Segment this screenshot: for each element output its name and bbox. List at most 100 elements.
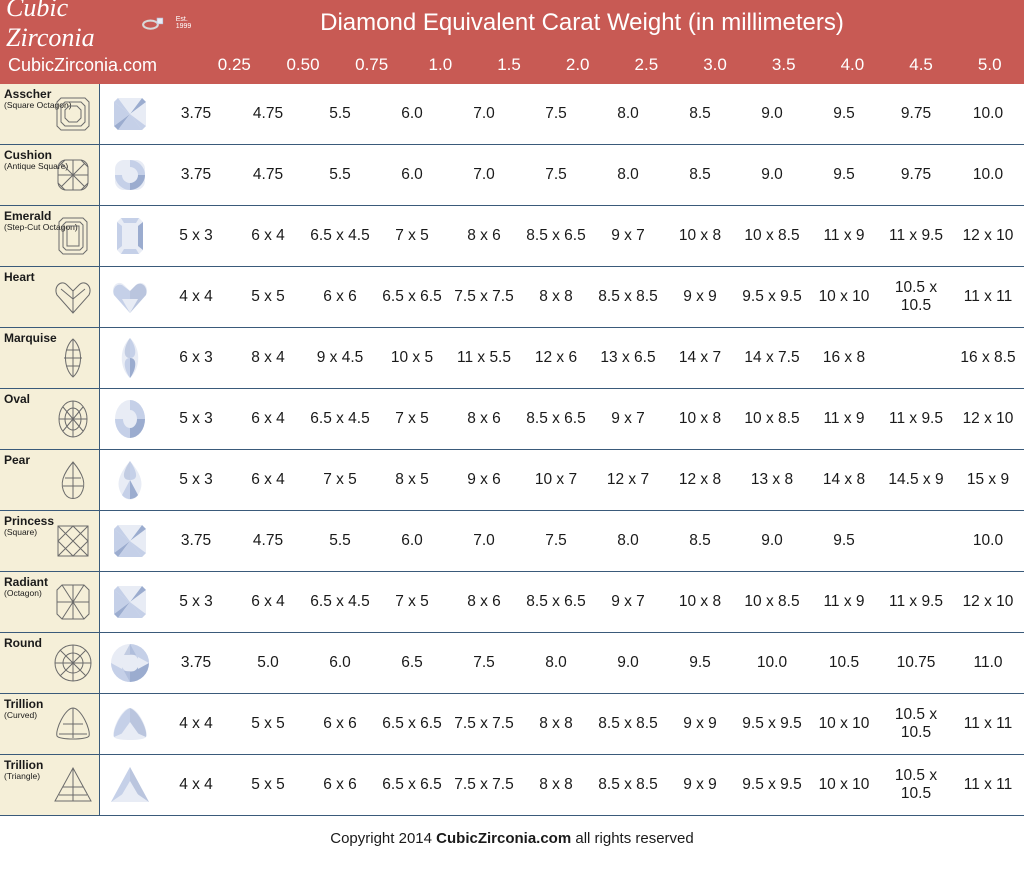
size-value: 9.5 x 9.5 <box>736 755 808 815</box>
size-value: 10.0 <box>736 633 808 693</box>
size-value: 6 x 4 <box>232 450 304 510</box>
data-cells: 3.754.755.56.07.07.58.08.59.09.59.7510.0 <box>160 145 1024 205</box>
gem-icon <box>108 580 152 624</box>
shape-outline-icon <box>51 458 95 502</box>
size-value: 7 x 5 <box>304 450 376 510</box>
shape-label-cell: Round <box>0 633 100 693</box>
size-value: 10 x 10 <box>808 694 880 754</box>
size-value: 12 x 10 <box>952 572 1024 632</box>
size-value: 7.5 x 7.5 <box>448 267 520 327</box>
gem-cell <box>100 572 160 632</box>
size-value: 4.75 <box>232 84 304 144</box>
data-cells: 5 x 36 x 46.5 x 4.57 x 58 x 68.5 x 6.59 … <box>160 572 1024 632</box>
size-value: 11 x 9.5 <box>880 389 952 449</box>
size-value: 9 x 6 <box>448 450 520 510</box>
size-value: 7 x 5 <box>376 206 448 266</box>
size-value: 8.5 x 8.5 <box>592 694 664 754</box>
size-value: 6.0 <box>376 145 448 205</box>
size-value: 10.5 x 10.5 <box>880 755 952 815</box>
gem-cell <box>100 206 160 266</box>
size-value: 8.0 <box>520 633 592 693</box>
gem-cell <box>100 84 160 144</box>
size-value: 10.0 <box>952 145 1024 205</box>
size-value: 6.0 <box>376 84 448 144</box>
size-value: 8 x 6 <box>448 389 520 449</box>
data-cells: 5 x 36 x 46.5 x 4.57 x 58 x 68.5 x 6.59 … <box>160 389 1024 449</box>
size-value: 3.75 <box>160 511 232 571</box>
size-value: 8 x 5 <box>376 450 448 510</box>
table-row: Radiant(Octagon)5 x 36 x 46.5 x 4.57 x 5… <box>0 572 1024 633</box>
size-value: 12 x 10 <box>952 206 1024 266</box>
gem-icon <box>108 214 152 258</box>
size-value: 9 x 7 <box>592 206 664 266</box>
shape-label-cell: Cushion(Antique Square) <box>0 145 100 205</box>
table-row: Trillion(Curved)4 x 45 x 56 x 66.5 x 6.5… <box>0 694 1024 755</box>
size-value: 6.5 <box>376 633 448 693</box>
size-value: 7.5 <box>448 633 520 693</box>
table-row: Pear5 x 36 x 47 x 58 x 59 x 610 x 712 x … <box>0 450 1024 511</box>
size-value: 7.5 <box>520 84 592 144</box>
gem-icon <box>108 763 152 807</box>
gem-icon <box>108 397 152 441</box>
size-value: 5 x 5 <box>232 267 304 327</box>
size-value: 11 x 11 <box>952 755 1024 815</box>
size-value: 6 x 4 <box>232 206 304 266</box>
size-value: 12 x 10 <box>952 389 1024 449</box>
site-url-label: CubicZirconia.com <box>0 55 200 76</box>
table-row: Trillion(Triangle)4 x 45 x 56 x 66.5 x 6… <box>0 755 1024 816</box>
size-value: 10 x 5 <box>376 328 448 388</box>
size-value: 9.5 x 9.5 <box>736 267 808 327</box>
size-value: 8.0 <box>592 145 664 205</box>
size-value: 10.0 <box>952 511 1024 571</box>
size-value: 10 x 8 <box>664 389 736 449</box>
size-value: 12 x 8 <box>664 450 736 510</box>
gem-cell <box>100 511 160 571</box>
size-value: 11 x 9 <box>808 389 880 449</box>
gem-cell <box>100 633 160 693</box>
size-value: 9 x 7 <box>592 572 664 632</box>
size-value: 9 x 9 <box>664 755 736 815</box>
size-value: 10.5 x 10.5 <box>880 267 952 327</box>
data-cells: 4 x 45 x 56 x 66.5 x 6.57.5 x 7.58 x 88.… <box>160 267 1024 327</box>
size-value: 12 x 6 <box>520 328 592 388</box>
gem-cell <box>100 145 160 205</box>
shape-label-cell: Emerald(Step-Cut Octagon) <box>0 206 100 266</box>
size-value: 11 x 9 <box>808 572 880 632</box>
size-value: 9.5 <box>808 511 880 571</box>
size-value: 10 x 10 <box>808 755 880 815</box>
size-value: 8.5 <box>664 145 736 205</box>
carat-weight-chart: Cubic Zirconia Est. 1999 Diamond Equival… <box>0 0 1024 865</box>
size-value: 9 x 7 <box>592 389 664 449</box>
shape-outline-icon <box>51 580 95 624</box>
carat-header: 3.0 <box>681 55 750 75</box>
size-value: 5.0 <box>232 633 304 693</box>
size-value: 3.75 <box>160 633 232 693</box>
shape-label-cell: Asscher(Square Octagon) <box>0 84 100 144</box>
table-row: Cushion(Antique Square) 3.754.755.56.07.0… <box>0 145 1024 206</box>
gem-cell <box>100 389 160 449</box>
table-row: Round3.755.06.06.57.58.09.09.510.010.510… <box>0 633 1024 694</box>
gem-icon <box>108 641 152 685</box>
header-top-row: Cubic Zirconia Est. 1999 Diamond Equival… <box>0 0 1024 46</box>
size-value: 10 x 8 <box>664 206 736 266</box>
carat-header: 4.5 <box>887 55 956 75</box>
size-value: 14 x 8 <box>808 450 880 510</box>
size-value: 8.0 <box>592 84 664 144</box>
size-value: 5 x 5 <box>232 694 304 754</box>
size-value: 7 x 5 <box>376 389 448 449</box>
shape-outline-icon <box>51 92 95 136</box>
size-value: 7.0 <box>448 84 520 144</box>
size-value: 11 x 11 <box>952 267 1024 327</box>
table-row: Princess(Square)3.754.755.56.07.07.58.08… <box>0 511 1024 572</box>
size-value: 10.75 <box>880 633 952 693</box>
table-row: Asscher(Square Octagon)3.754.755.56.07.0… <box>0 84 1024 145</box>
size-value: 6.5 x 6.5 <box>376 755 448 815</box>
size-value: 7.5 <box>520 145 592 205</box>
data-cells: 4 x 45 x 56 x 66.5 x 6.57.5 x 7.58 x 88.… <box>160 694 1024 754</box>
shape-outline-icon <box>51 763 95 807</box>
size-value: 16 x 8.5 <box>952 328 1024 388</box>
size-value: 8 x 8 <box>520 755 592 815</box>
gem-cell <box>100 267 160 327</box>
size-value: 11 x 11 <box>952 694 1024 754</box>
table-row: Marquise6 x 38 x 49 x 4.510 x 511 x 5.51… <box>0 328 1024 389</box>
